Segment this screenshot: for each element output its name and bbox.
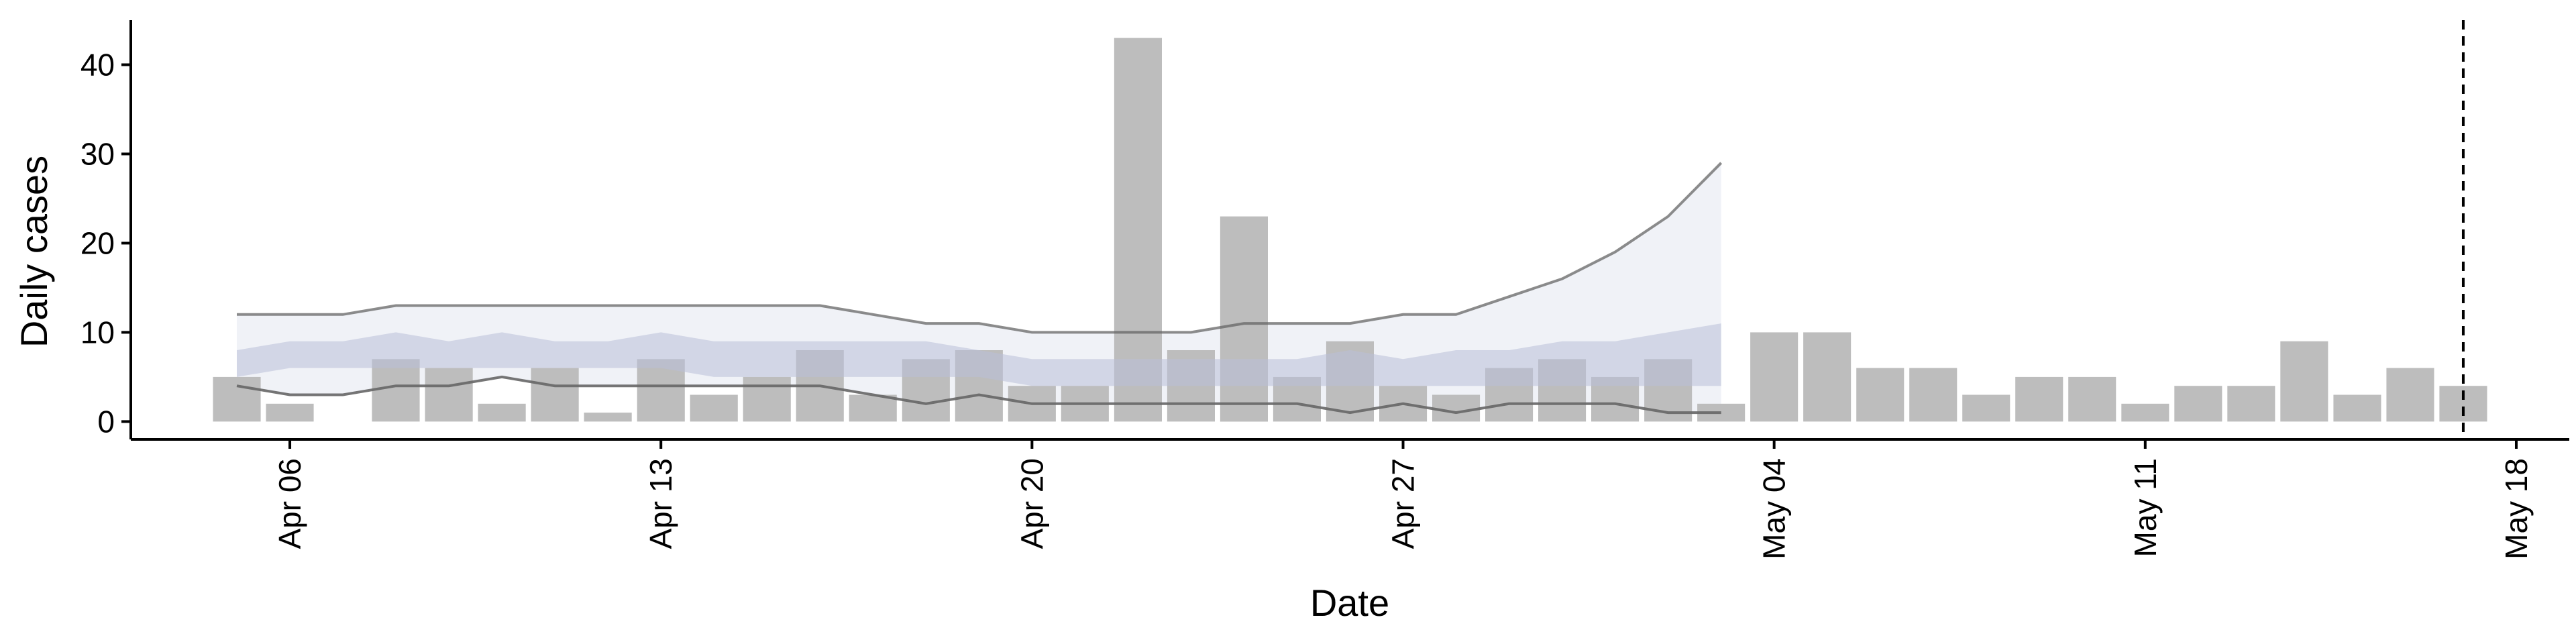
bar-2020-05-07: [1909, 368, 1957, 422]
y-tick-label-0: 0: [97, 404, 115, 439]
bar-2020-05-08: [1962, 394, 2010, 422]
y-tick-label-40: 40: [80, 47, 115, 82]
bar-2020-04-28: [1432, 394, 1481, 422]
x-axis-title: Date: [1310, 582, 1389, 624]
bar-2020-05-09: [2015, 376, 2063, 422]
bar-2020-04-06: [266, 403, 314, 422]
bar-2020-05-13: [2227, 386, 2275, 422]
bar-2020-05-16: [2386, 368, 2434, 422]
axes-layer: 0 10 20 30 40 Apr 06 Apr 13 Apr 20 Apr 27 May 04 M…: [80, 20, 2569, 559]
inner-band-layer: [237, 323, 1721, 386]
lower-bound-line: [236, 375, 1721, 415]
bar-2020-05-15: [2333, 394, 2381, 422]
bar-2020-04-10: [478, 403, 526, 422]
y-axis-title: Daily cases: [13, 156, 55, 347]
bar-2020-04-14: [690, 394, 738, 422]
x-tick-label-2020-04-06: Apr 06: [272, 458, 307, 549]
bar-2020-04-11: [531, 368, 579, 422]
bar-2020-05-14: [2280, 341, 2328, 422]
bar-2020-05-12: [2174, 386, 2222, 422]
bar-2020-05-05: [1803, 332, 1851, 422]
bar-2020-04-05: [213, 376, 261, 422]
bar-2020-04-08: [372, 359, 420, 422]
bar-2020-04-09: [425, 368, 473, 422]
bar-2020-04-24: [1220, 216, 1268, 422]
bar-2020-04-17: [849, 394, 897, 422]
bound-lines-layer: [236, 162, 1723, 415]
upper-bound-line: [237, 162, 1723, 334]
x-tick-label-2020-04-20: Apr 20: [1014, 458, 1049, 549]
y-tick-label-20: 20: [80, 225, 115, 260]
bar-2020-05-04: [1750, 332, 1799, 422]
bar-2020-05-10: [2068, 376, 2116, 422]
y-tick-label-30: 30: [80, 136, 115, 171]
bar-2020-04-15: [743, 376, 791, 422]
x-tick-label-2020-05-04: May 04: [1757, 458, 1792, 559]
x-tick-label-2020-05-18: May 18: [2499, 458, 2534, 559]
y-tick-label-10: 10: [80, 315, 115, 350]
bar-2020-05-06: [1856, 368, 1904, 422]
bar-2020-04-12: [584, 413, 632, 422]
forecast-band-50: [237, 323, 1721, 386]
x-tick-label-2020-04-27: Apr 27: [1386, 458, 1421, 549]
bar-2020-05-11: [2121, 403, 2169, 422]
bar-2020-04-22: [1114, 38, 1162, 422]
x-tick-label-2020-05-11: May 11: [2128, 458, 2163, 557]
x-tick-label-2020-04-13: Apr 13: [643, 458, 678, 549]
